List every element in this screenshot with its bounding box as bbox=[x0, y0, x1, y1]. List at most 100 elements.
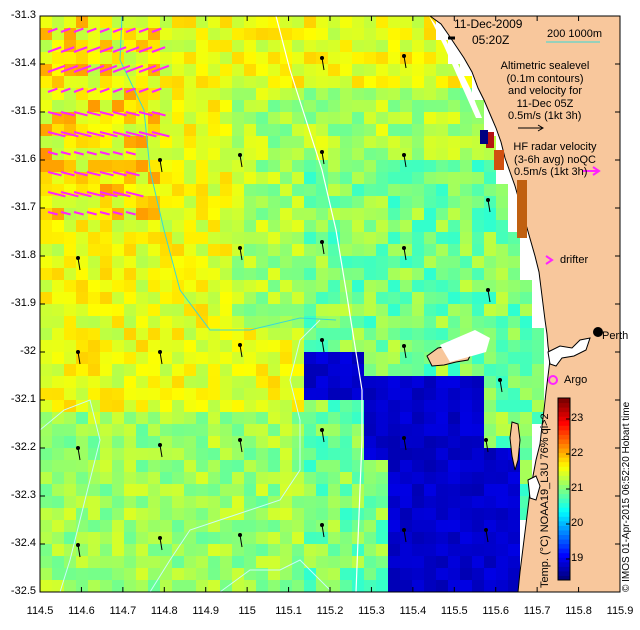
sst-cell bbox=[352, 64, 364, 76]
sst-cell bbox=[460, 508, 472, 520]
sst-cell bbox=[256, 196, 268, 208]
sst-cell bbox=[136, 448, 148, 460]
sst-cell bbox=[40, 568, 52, 580]
hf-arrow bbox=[47, 64, 66, 73]
sst-cell bbox=[160, 388, 172, 400]
sst-cell bbox=[64, 280, 76, 292]
sst-cell bbox=[148, 232, 160, 244]
sst-cell bbox=[316, 352, 328, 364]
sst-cell bbox=[388, 148, 400, 160]
sst-cell bbox=[340, 172, 352, 184]
sst-cell bbox=[292, 40, 304, 52]
sst-cell bbox=[436, 472, 448, 484]
sst-cell bbox=[148, 244, 160, 256]
sst-cell bbox=[472, 268, 484, 280]
sst-cell bbox=[472, 304, 484, 316]
sst-cell bbox=[244, 568, 256, 580]
sst-cell bbox=[40, 136, 52, 148]
sst-cell bbox=[508, 340, 520, 352]
sst-cell bbox=[484, 448, 496, 460]
sst-cell bbox=[124, 292, 136, 304]
sst-cell bbox=[184, 328, 196, 340]
altimetry-arrow bbox=[403, 437, 407, 451]
sst-cell bbox=[532, 388, 544, 400]
sst-cell bbox=[388, 244, 400, 256]
sst-cell bbox=[112, 196, 124, 208]
sst-cell bbox=[76, 328, 88, 340]
sst-cell bbox=[40, 460, 52, 472]
sst-cell bbox=[280, 424, 292, 436]
sst-cell bbox=[388, 328, 400, 340]
sst-cell bbox=[76, 472, 88, 484]
hf-arrow bbox=[60, 27, 71, 33]
sst-cell bbox=[424, 376, 436, 388]
isobath-200m bbox=[275, 15, 363, 593]
sst-cell bbox=[376, 268, 388, 280]
sst-cell bbox=[172, 424, 184, 436]
sst-cell bbox=[160, 124, 172, 136]
sst-cell bbox=[388, 76, 400, 88]
sst-cell bbox=[388, 520, 400, 532]
sst-cell bbox=[52, 352, 64, 364]
sst-cell bbox=[112, 412, 124, 424]
sst-cell bbox=[244, 412, 256, 424]
sst-cell bbox=[100, 412, 112, 424]
sst-cell bbox=[40, 160, 52, 172]
sst-cell bbox=[52, 316, 64, 328]
hf-arrow bbox=[99, 211, 110, 216]
altimetry-arrow bbox=[77, 351, 81, 365]
sst-cell bbox=[160, 472, 172, 484]
sst-cell bbox=[496, 508, 508, 520]
sst-cell bbox=[244, 556, 256, 568]
sst-cell bbox=[136, 472, 148, 484]
sst-cell bbox=[292, 220, 304, 232]
sst-cell bbox=[364, 40, 376, 52]
sst-cell bbox=[280, 436, 292, 448]
sst-cell bbox=[112, 544, 124, 556]
sst-cell bbox=[424, 196, 436, 208]
sst-cell bbox=[304, 124, 316, 136]
sst-cell bbox=[448, 544, 460, 556]
sst-cell bbox=[280, 472, 292, 484]
sst-cell bbox=[100, 376, 112, 388]
sst-cell bbox=[508, 244, 520, 256]
sst-cell bbox=[196, 544, 208, 556]
sst-cell bbox=[436, 328, 448, 340]
sst-cell bbox=[496, 556, 508, 568]
sst-cell bbox=[412, 568, 424, 580]
sst-cell bbox=[316, 568, 328, 580]
sst-cell bbox=[220, 124, 232, 136]
sst-cell bbox=[484, 508, 496, 520]
sst-cell bbox=[172, 112, 184, 124]
sst-cell bbox=[460, 568, 472, 580]
sst-cell bbox=[292, 376, 304, 388]
sst-cell bbox=[256, 556, 268, 568]
sst-cell bbox=[304, 424, 316, 436]
sst-cell bbox=[160, 64, 172, 76]
sst-cell bbox=[124, 364, 136, 376]
sst-cell bbox=[40, 472, 52, 484]
sst-cell bbox=[136, 436, 148, 448]
sst-cell bbox=[244, 352, 256, 364]
sst-cell bbox=[88, 556, 100, 568]
sst-cell bbox=[268, 556, 280, 568]
hf-arrow bbox=[86, 151, 97, 156]
sst-cell bbox=[52, 52, 64, 64]
sst-cell bbox=[244, 544, 256, 556]
sst-cell bbox=[76, 280, 88, 292]
sst-cell bbox=[64, 232, 76, 244]
sst-cell bbox=[448, 124, 460, 136]
sst-cell bbox=[148, 508, 160, 520]
altimetry-arrow bbox=[403, 345, 407, 359]
sst-cell bbox=[508, 256, 520, 268]
sst-cell bbox=[292, 532, 304, 544]
sst-cell bbox=[124, 376, 136, 388]
altimetry-arrow-head bbox=[320, 428, 324, 432]
sst-cell bbox=[388, 40, 400, 52]
sst-cell bbox=[412, 448, 424, 460]
sst-cell bbox=[148, 136, 160, 148]
sst-cell bbox=[448, 436, 460, 448]
sst-cell bbox=[40, 244, 52, 256]
hf-arrow bbox=[60, 211, 71, 216]
sst-cell bbox=[196, 376, 208, 388]
